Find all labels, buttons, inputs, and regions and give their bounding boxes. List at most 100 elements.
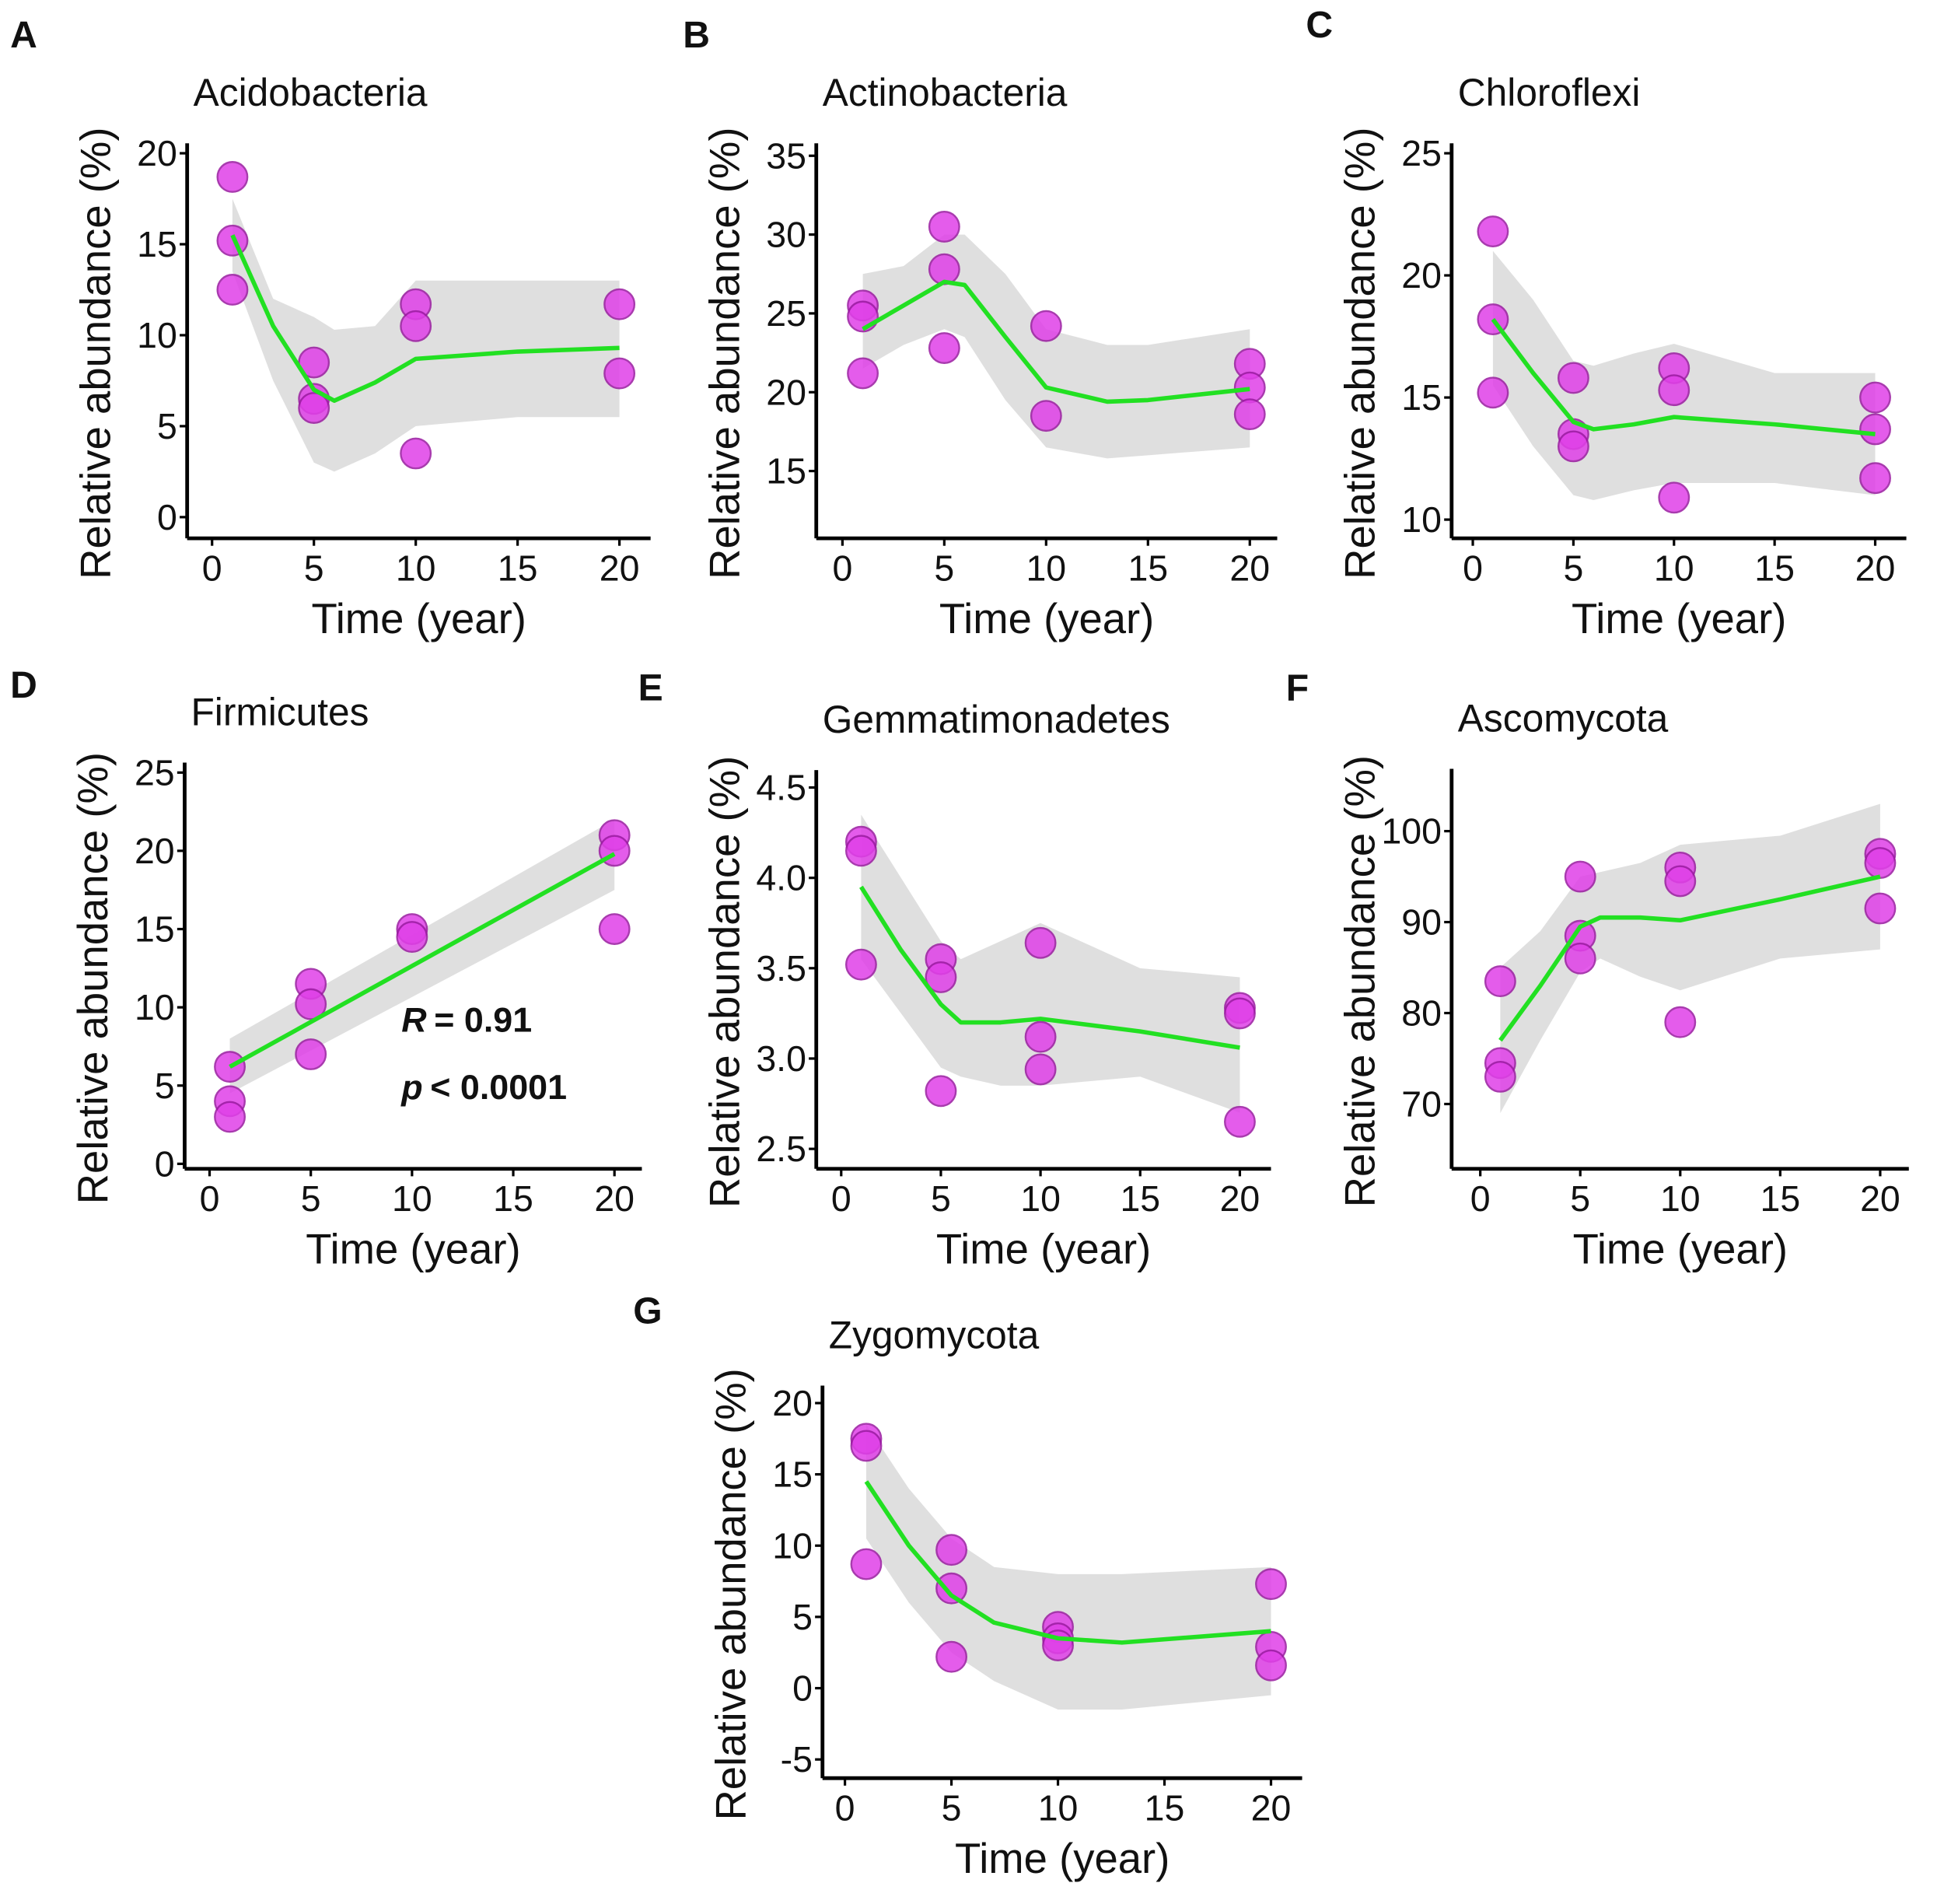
confidence-band bbox=[862, 234, 1250, 459]
data-point bbox=[935, 1534, 967, 1566]
y-axis-label: Relative abundance (%) bbox=[69, 752, 117, 1204]
panel-f: F Ascomycota 0 5 10 15 20 70 80 90 100 Time (year) R… bbox=[1286, 667, 1909, 1273]
y-tick-label: 4.5 bbox=[756, 768, 806, 808]
data-point bbox=[1024, 1020, 1057, 1053]
confidence-band bbox=[229, 819, 615, 1094]
x-tick-label: 5 bbox=[1570, 1178, 1590, 1219]
data-point bbox=[1484, 965, 1516, 997]
y-tick-label: 20 bbox=[766, 372, 806, 412]
data-point bbox=[214, 1101, 246, 1133]
x-axis-label: Time (year) bbox=[936, 1226, 1151, 1273]
data-point bbox=[1859, 462, 1891, 495]
y-tick-label: 90 bbox=[1401, 902, 1442, 943]
y-tick-label: 0 bbox=[157, 497, 177, 537]
x-tick-label: 10 bbox=[1038, 1788, 1079, 1829]
y-tick-label: 30 bbox=[766, 215, 806, 255]
data-point bbox=[928, 211, 960, 243]
x-tick-label: 0 bbox=[200, 1178, 220, 1219]
y-tick-label: 80 bbox=[1401, 993, 1442, 1034]
y-tick-label: 15 bbox=[1401, 377, 1442, 418]
r-annotation: R = 0.91 bbox=[401, 1000, 532, 1040]
y-tick-label: 100 bbox=[1381, 811, 1442, 852]
y-tick-label: -5 bbox=[781, 1739, 813, 1780]
fit-line bbox=[229, 852, 616, 1069]
y-tick-label: 15 bbox=[135, 909, 175, 950]
y-axis-label: Relative abundance (%) bbox=[1336, 755, 1383, 1207]
x-tick-label: 10 bbox=[396, 548, 436, 589]
x-tick-label: 15 bbox=[1120, 1178, 1160, 1219]
y-tick-label: 35 bbox=[766, 135, 806, 176]
panel-letter: A bbox=[10, 14, 37, 56]
x-tick-label: 15 bbox=[1128, 548, 1168, 589]
data-point bbox=[925, 1075, 957, 1108]
x-axis-label: Time (year) bbox=[1573, 1226, 1788, 1273]
x-tick-label: 15 bbox=[498, 548, 538, 589]
data-point bbox=[928, 332, 960, 364]
fit-line bbox=[859, 885, 1240, 1050]
panel-title: Gemmatimonadetes bbox=[823, 698, 1170, 741]
y-axis-label: Relative abundance (%) bbox=[72, 128, 119, 579]
y-axis-label: Relative abundance (%) bbox=[701, 756, 748, 1208]
fit-line bbox=[230, 234, 620, 403]
data-point bbox=[1664, 1006, 1697, 1038]
data-point bbox=[1658, 374, 1691, 407]
panel-title: Actinobacteria bbox=[823, 71, 1068, 114]
panel-letter: F bbox=[1286, 667, 1309, 709]
panel-b: B Actinobacteria 0 5 10 15 20 15 20 25 30 35 Time (y… bbox=[683, 14, 1278, 642]
y-tick-label: 10 bbox=[1401, 499, 1442, 540]
x-axis-label: Time (year) bbox=[939, 595, 1154, 642]
panel-letter: C bbox=[1306, 4, 1333, 46]
data-point bbox=[1224, 1105, 1256, 1138]
data-point bbox=[1658, 481, 1691, 514]
data-point bbox=[216, 224, 249, 257]
x-axis-label: Time (year) bbox=[311, 595, 526, 642]
r-value: = 0.91 bbox=[434, 1000, 532, 1040]
panel-title: Acidobacteria bbox=[194, 71, 428, 114]
y-tick-label: 20 bbox=[1401, 255, 1442, 296]
data-point bbox=[1864, 847, 1897, 879]
data-point bbox=[925, 961, 957, 993]
x-tick-label: 20 bbox=[1855, 548, 1896, 589]
fit-line bbox=[862, 279, 1250, 404]
data-point bbox=[603, 357, 636, 390]
x-tick-label: 0 bbox=[1463, 548, 1483, 589]
panel-title: Zygomycota bbox=[829, 1313, 1040, 1356]
data-point bbox=[295, 988, 327, 1020]
data-point bbox=[844, 835, 877, 867]
x-axis-label: Time (year) bbox=[1572, 595, 1786, 642]
data-point bbox=[1664, 865, 1697, 898]
y-tick-label: 25 bbox=[1401, 133, 1442, 173]
data-point bbox=[1477, 215, 1509, 247]
data-point bbox=[400, 437, 432, 470]
data-point bbox=[844, 948, 877, 981]
x-tick-label: 5 bbox=[1563, 548, 1583, 589]
y-axis-label: Relative abundance (%) bbox=[707, 1368, 754, 1820]
x-tick-label: 0 bbox=[1470, 1178, 1491, 1219]
x-tick-label: 5 bbox=[301, 1178, 321, 1219]
y-tick-label: 0 bbox=[792, 1668, 813, 1709]
x-tick-label: 10 bbox=[1654, 548, 1694, 589]
data-point bbox=[850, 1430, 883, 1462]
y-tick-label: 25 bbox=[135, 752, 175, 793]
fit-line bbox=[1491, 317, 1876, 436]
panel-letter: E bbox=[638, 667, 663, 709]
x-tick-label: 15 bbox=[1145, 1788, 1185, 1829]
y-tick-label: 25 bbox=[766, 293, 806, 334]
y-tick-label: 15 bbox=[137, 224, 177, 264]
data-point bbox=[1255, 1649, 1287, 1682]
data-point bbox=[935, 1640, 967, 1673]
data-point bbox=[216, 161, 249, 193]
y-tick-label: 15 bbox=[766, 451, 806, 492]
x-tick-label: 10 bbox=[1020, 1178, 1061, 1219]
data-point bbox=[400, 310, 432, 342]
data-point bbox=[216, 274, 249, 306]
data-point bbox=[603, 288, 636, 320]
data-point bbox=[1859, 381, 1891, 414]
x-tick-label: 5 bbox=[934, 548, 954, 589]
x-tick-label: 0 bbox=[835, 1788, 855, 1829]
panel-letter: D bbox=[10, 664, 37, 706]
x-tick-label: 15 bbox=[1760, 1178, 1801, 1219]
data-point bbox=[1233, 398, 1266, 431]
data-point bbox=[1030, 400, 1062, 432]
data-point bbox=[1557, 430, 1589, 463]
